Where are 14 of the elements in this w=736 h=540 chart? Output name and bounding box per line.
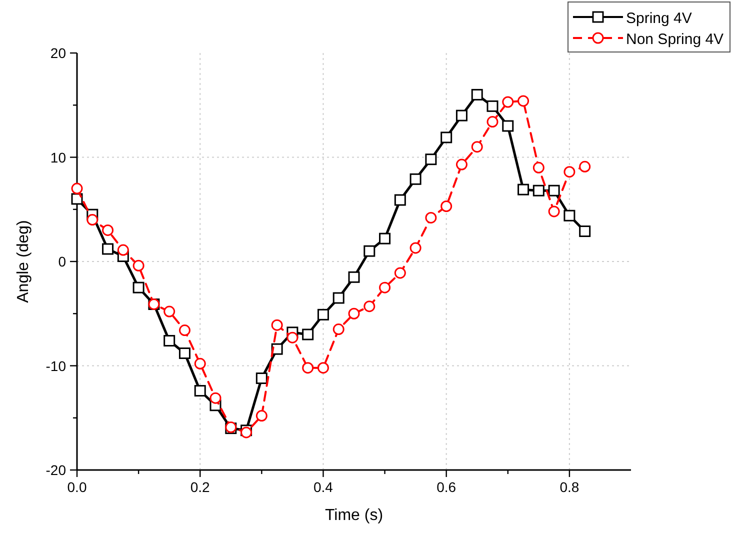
y-tick-label: -20 xyxy=(46,462,66,478)
legend-label: Non Spring 4V xyxy=(626,31,724,48)
y-tick-label: 0 xyxy=(58,254,66,270)
x-axis-title: Time (s) xyxy=(324,507,384,524)
x-tick-label: 0.8 xyxy=(560,479,580,495)
y-tick-label: -10 xyxy=(46,358,66,374)
y-axis-title: Angle (deg) xyxy=(15,220,32,303)
y-tick-label: 20 xyxy=(50,45,66,61)
y-tick-label: 10 xyxy=(50,149,66,166)
x-tick-label: 0.0 xyxy=(67,479,87,495)
x-tick-label: 0.6 xyxy=(436,479,456,495)
legend-label: Spring 4V xyxy=(626,10,692,27)
x-tick-label: 0.4 xyxy=(313,479,334,495)
x-tick-label: 0.2 xyxy=(190,479,210,495)
